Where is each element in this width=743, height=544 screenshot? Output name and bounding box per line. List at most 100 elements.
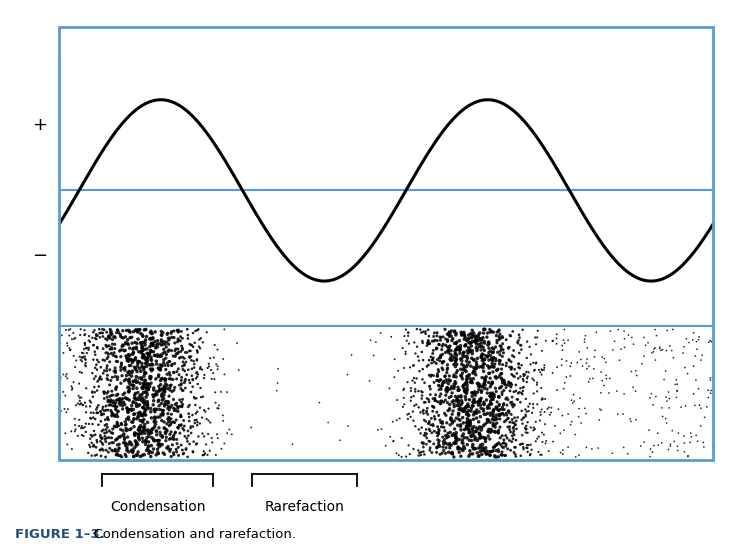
Point [496,442,508,451]
Point [136,416,148,425]
Point [510,381,522,390]
Point [484,392,496,400]
Point [135,374,147,382]
Point [158,382,170,391]
Point [497,378,509,387]
Point [465,407,477,416]
Point [424,390,436,399]
Point [502,434,513,442]
Point [434,333,446,342]
Point [156,374,168,383]
Point [102,413,114,422]
Point [149,407,160,416]
Point [487,407,499,416]
Point [139,382,151,391]
Point [152,364,164,373]
Point [510,417,522,425]
Point [579,338,591,347]
Point [155,352,167,361]
Point [495,450,507,459]
Point [158,349,169,357]
Point [80,355,91,364]
Point [520,428,532,437]
Point [661,393,672,401]
Point [455,452,467,461]
Point [397,403,409,411]
Point [406,393,418,401]
Point [156,331,168,340]
Point [120,375,132,384]
Point [478,410,490,418]
Point [86,333,98,342]
Point [142,384,154,393]
Point [121,339,133,348]
Point [171,406,183,415]
Point [133,434,145,442]
Point [155,410,167,419]
Point [169,428,181,436]
Point [137,394,149,403]
Point [121,444,133,453]
Point [126,367,138,375]
Point [112,412,124,421]
Point [89,334,101,343]
Point [168,386,180,394]
Point [470,444,481,453]
Point [103,333,114,342]
Point [145,452,157,461]
Point [478,446,490,454]
Point [150,342,162,350]
Point [139,401,151,410]
Point [461,402,473,411]
Point [96,434,108,443]
Point [104,357,116,366]
Point [463,426,475,435]
Point [189,338,201,347]
Point [438,357,450,366]
Point [184,347,195,355]
Point [102,406,114,415]
Point [468,356,480,364]
Point [137,411,149,420]
Point [137,417,149,425]
Point [668,437,680,446]
Point [429,415,441,423]
Point [112,407,124,416]
Point [657,412,669,421]
Point [516,406,528,415]
Point [441,440,453,448]
Point [464,421,476,430]
Point [467,449,478,458]
Point [568,390,580,399]
Point [182,334,194,343]
Point [500,440,512,448]
Point [496,360,508,369]
Point [459,387,471,396]
Point [628,340,640,349]
Point [536,450,548,459]
Point [171,367,183,376]
Point [158,387,170,395]
Point [496,403,508,411]
Point [117,345,129,354]
Point [528,389,539,398]
Point [510,450,522,459]
Point [176,386,188,394]
Point [504,386,516,395]
Point [196,365,208,374]
Point [472,344,484,353]
Point [442,429,454,437]
Point [117,390,129,399]
Point [496,364,507,373]
Point [445,347,457,355]
Point [672,446,684,455]
Point [443,448,455,456]
Point [491,415,503,423]
Point [506,380,518,389]
Point [206,434,218,442]
Point [655,346,667,355]
Point [148,393,160,401]
Point [565,372,577,380]
Point [473,379,484,388]
Point [462,335,474,344]
